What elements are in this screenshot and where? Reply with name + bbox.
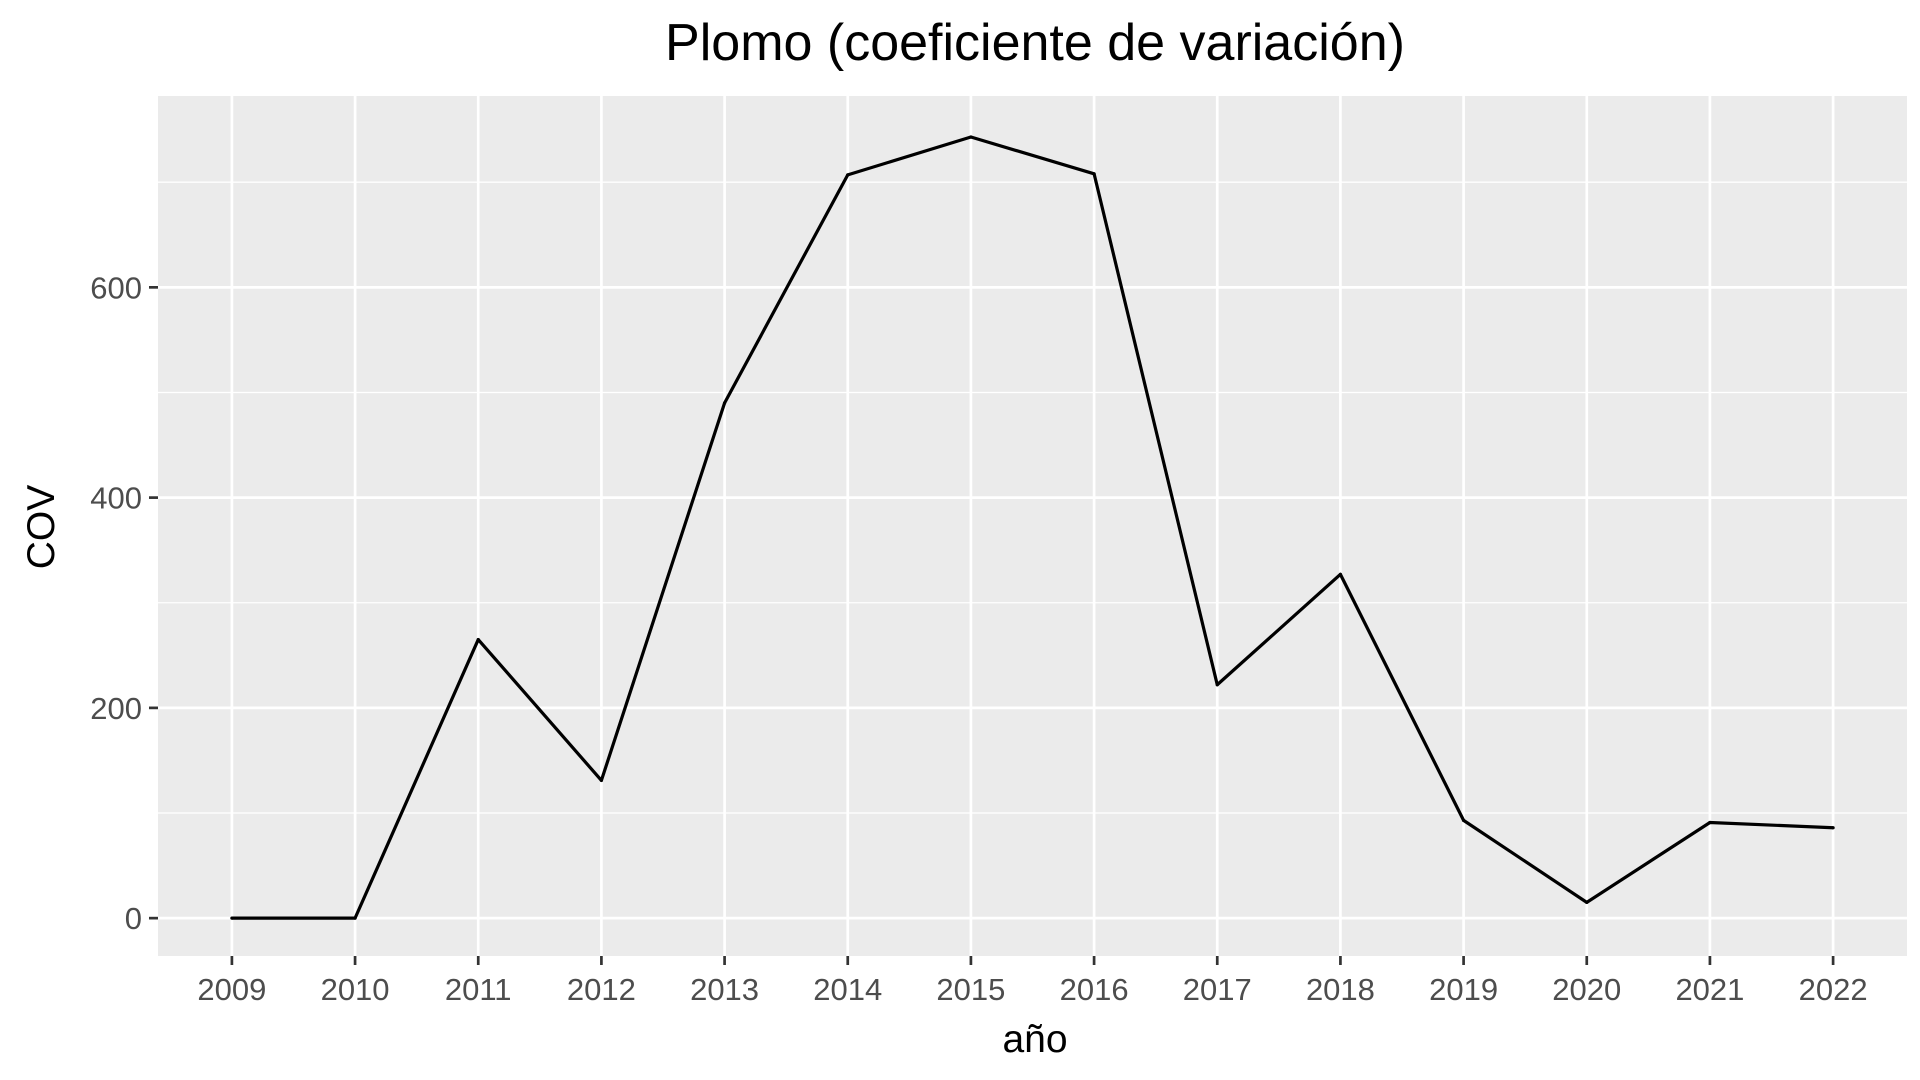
x-tick-label: 2014 xyxy=(813,972,882,1007)
data-point xyxy=(1338,572,1343,576)
x-axis-title: año xyxy=(1002,1018,1067,1061)
y-axis: 0 200 400 600 xyxy=(90,270,158,936)
plot-panel xyxy=(158,96,1907,956)
x-tick-label: 2011 xyxy=(445,972,512,1007)
x-tick-label: 2009 xyxy=(197,972,266,1007)
y-tick-label: 200 xyxy=(90,691,142,726)
data-point xyxy=(476,637,480,642)
y-tick-label: 400 xyxy=(90,481,142,516)
x-tick-label: 2018 xyxy=(1306,972,1375,1007)
x-tick-label: 2013 xyxy=(690,972,759,1007)
data-point xyxy=(1461,818,1466,822)
y-tick-label: 0 xyxy=(125,901,142,936)
y-tick-label: 600 xyxy=(90,270,142,305)
data-point xyxy=(1585,900,1589,904)
y-axis-title: COV xyxy=(20,485,63,570)
series-layer xyxy=(230,135,1835,920)
data-point xyxy=(1708,820,1712,825)
series-line xyxy=(231,135,1834,920)
x-tick-label: 2021 xyxy=(1675,972,1744,1007)
data-point xyxy=(599,778,604,783)
data-point xyxy=(722,401,727,405)
x-tick-label: 2010 xyxy=(321,972,390,1007)
data-point xyxy=(1831,826,1835,830)
x-tick-label: 2020 xyxy=(1552,972,1621,1007)
data-point xyxy=(1215,683,1219,687)
x-tick-label: 2015 xyxy=(936,972,1005,1007)
x-tick-label: 2012 xyxy=(567,972,636,1007)
x-tick-label: 2019 xyxy=(1429,972,1498,1007)
x-tick-label: 2022 xyxy=(1799,972,1868,1007)
x-tick-label: 2017 xyxy=(1183,972,1252,1007)
chart-title: Plomo (coeficiente de variación) xyxy=(665,14,1405,72)
data-point xyxy=(846,173,850,177)
data-point xyxy=(1092,172,1096,176)
minor-gridlines xyxy=(158,181,1907,814)
x-tick-label: 2016 xyxy=(1060,972,1129,1007)
x-axis: 2009 2010 2011 2012 2013 2014 2015 2016 2017 2018… xyxy=(197,956,1868,1007)
data-point xyxy=(230,916,234,920)
data-point xyxy=(969,135,973,139)
data-point xyxy=(353,916,357,920)
